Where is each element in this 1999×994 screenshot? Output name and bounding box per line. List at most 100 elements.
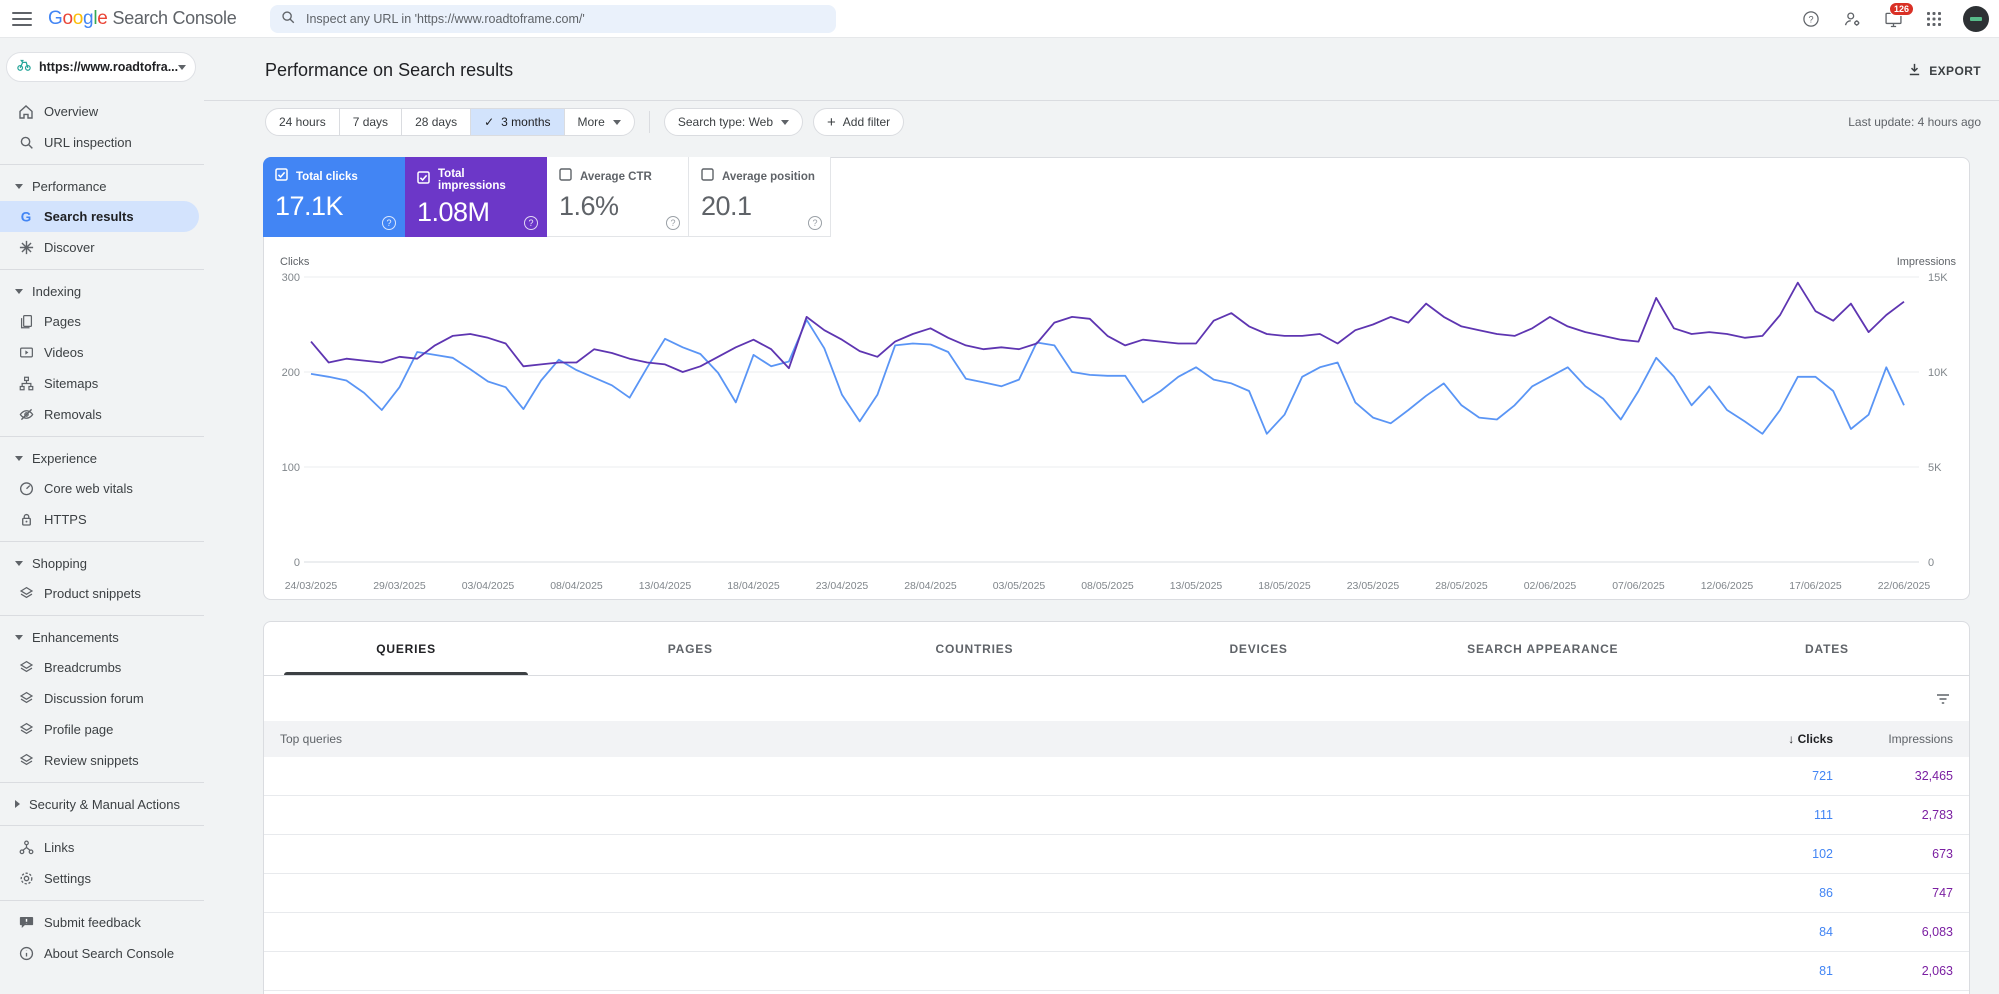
sidebar-item-links[interactable]: Links — [0, 832, 204, 863]
tab-countries[interactable]: COUNTRIES — [935, 641, 1014, 656]
svg-text:G: G — [21, 209, 32, 224]
sidebar-item-search-results[interactable]: G Search results — [0, 201, 199, 232]
sidebar-item-discover[interactable]: Discover — [0, 232, 204, 263]
export-button[interactable]: EXPORT — [1907, 62, 1981, 80]
metric-checkbox[interactable] — [417, 171, 430, 189]
sidebar-item-label: Overview — [44, 104, 99, 119]
chevron-down-icon — [15, 560, 23, 566]
sidebar-item-about-search-console[interactable]: About Search Console — [0, 938, 204, 969]
date-chip-7-days[interactable]: 7 days — [338, 108, 403, 136]
date-chip-24-hours[interactable]: 24 hours — [265, 108, 340, 136]
date-range-chips: 24 hours 7 days 28 days ✓ 3 months More — [265, 108, 635, 136]
metric-checkbox[interactable] — [701, 168, 714, 186]
sidebar-item-url-inspection[interactable]: URL inspection — [0, 127, 204, 158]
sidebar-item-sitemaps[interactable]: Sitemaps — [0, 368, 204, 399]
performance-chart[interactable]: Clicks Impressions 300 15K 200 10K 100 5K 0 0 24/0… — [264, 237, 1969, 601]
metric-tile-average-position[interactable]: Average position 20.1? — [689, 157, 831, 237]
svg-text:18/04/2025: 18/04/2025 — [727, 580, 780, 592]
sidebar: https://www.roadtofra... Overview URL ins… — [0, 38, 204, 994]
help-icon[interactable]: ? — [524, 216, 538, 230]
metric-value: 1.6% — [559, 191, 619, 221]
section-label: Security & Manual Actions — [29, 796, 181, 812]
filter-bar: 24 hours 7 days 28 days ✓ 3 months More Searc… — [265, 108, 914, 136]
tab-search-appearance[interactable]: SEARCH APPEARANCE — [1467, 641, 1619, 656]
sidebar-item-pages[interactable]: Pages — [0, 306, 204, 337]
plus-icon: + — [827, 113, 836, 131]
property-selector[interactable]: https://www.roadtofra... — [6, 52, 196, 82]
sidebar-section-experience[interactable]: Experience — [0, 443, 204, 473]
clicks-column-header[interactable]: ↓ Clicks — [1788, 732, 1833, 746]
table-row[interactable]: 111 2,783 — [264, 796, 1969, 835]
more-chip[interactable]: More — [563, 108, 635, 136]
tab-pages[interactable]: PAGES — [667, 641, 713, 656]
sidebar-item-review-snippets[interactable]: Review snippets — [0, 745, 204, 776]
sidebar-item-https[interactable]: HTTPS — [0, 504, 204, 535]
metric-checkbox[interactable] — [275, 168, 288, 186]
sidebar-item-discussion-forum[interactable]: Discussion forum — [0, 683, 204, 714]
search-input[interactable] — [304, 11, 826, 27]
chevron-down-icon — [781, 119, 790, 125]
sidebar-item-settings[interactable]: Settings — [0, 863, 204, 894]
sidebar-item-breadcrumbs[interactable]: Breadcrumbs — [0, 652, 204, 683]
last-update-text: Last update: 4 hours ago — [1848, 115, 1981, 129]
help-icon[interactable]: ? — [808, 216, 822, 230]
filter-list-icon[interactable] — [1933, 689, 1953, 709]
sidebar-item-profile-page[interactable]: Profile page — [0, 714, 204, 745]
svg-text:29/03/2025: 29/03/2025 — [373, 580, 426, 592]
help-icon[interactable]: ? — [1799, 7, 1823, 31]
sidebar-item-product-snippets[interactable]: Product snippets — [0, 578, 204, 609]
add-filter-chip[interactable]: + Add filter — [813, 108, 905, 136]
sidebar-item-removals[interactable]: Removals — [0, 399, 204, 430]
url-inspect-searchbox[interactable] — [270, 5, 836, 33]
metric-tile-total-impressions[interactable]: Total impressions 1.08M? — [405, 157, 547, 237]
tab-dates[interactable]: DATES — [1805, 641, 1849, 656]
sidebar-divider — [0, 825, 204, 826]
help-icon[interactable]: ? — [666, 216, 680, 230]
app-logo[interactable]: Google Search Console — [48, 8, 237, 30]
metric-tile-total-clicks[interactable]: Total clicks 17.1K? — [263, 157, 405, 237]
svg-text:0: 0 — [294, 557, 300, 569]
notifications-monitor-icon[interactable]: 126 — [1881, 2, 1915, 31]
table-row[interactable]: 102 673 — [264, 835, 1969, 874]
svg-text:23/04/2025: 23/04/2025 — [816, 580, 869, 592]
apps-grid-icon[interactable] — [1922, 7, 1946, 31]
hamburger-menu-icon[interactable] — [12, 11, 32, 26]
sidebar-item-submit-feedback[interactable]: Submit feedback — [0, 907, 204, 938]
tab-devices[interactable]: DEVICES — [1229, 641, 1288, 656]
sidebar-item-label: Removals — [44, 407, 102, 422]
sidebar-section-security-manual-actions[interactable]: Security & Manual Actions — [0, 789, 204, 819]
svg-text:15K: 15K — [1928, 272, 1948, 284]
table-row[interactable]: 81 2,063 — [264, 952, 1969, 991]
metric-value: 17.1K — [275, 191, 344, 221]
table-row[interactable]: 86 747 — [264, 874, 1969, 913]
date-chip-3-months[interactable]: ✓ 3 months — [470, 108, 565, 136]
impressions-cell: 747 — [1932, 886, 1953, 900]
metric-tile-average-ctr[interactable]: Average CTR 1.6%? — [547, 157, 689, 237]
sidebar-section-indexing[interactable]: Indexing — [0, 276, 204, 306]
check-icon: ✓ — [484, 115, 495, 129]
avatar[interactable] — [1963, 6, 1989, 32]
date-chip-28-days[interactable]: 28 days — [401, 108, 472, 136]
table-row[interactable]: 721 32,465 — [264, 757, 1969, 796]
chevron-down-icon — [15, 634, 23, 640]
sidebar-item-label: HTTPS — [44, 512, 87, 527]
tab-queries[interactable]: QUERIES — [264, 622, 548, 675]
manage-users-icon[interactable] — [1840, 7, 1864, 31]
sidebar-section-shopping[interactable]: Shopping — [0, 548, 204, 578]
help-icon[interactable]: ? — [382, 216, 396, 230]
sidebar-section-enhancements[interactable]: Enhancements — [0, 622, 204, 652]
clicks-cell: 102 — [1812, 847, 1833, 861]
sidebar-item-core-web-vitals[interactable]: Core web vitals — [0, 473, 204, 504]
metric-checkbox[interactable] — [559, 168, 572, 186]
header-divider — [204, 100, 1999, 101]
search-type-chip[interactable]: Search type: Web — [663, 108, 804, 136]
clicks-cell: 86 — [1819, 886, 1833, 900]
table-row[interactable]: 84 6,083 — [264, 913, 1969, 952]
sidebar-section-performance[interactable]: Performance — [0, 171, 204, 201]
impressions-column-header[interactable]: Impressions — [1888, 732, 1953, 746]
sidebar-item-overview[interactable]: Overview — [0, 96, 204, 127]
svg-text:10K: 10K — [1928, 367, 1948, 379]
svg-text:28/04/2025: 28/04/2025 — [904, 580, 957, 592]
sidebar-item-videos[interactable]: Videos — [0, 337, 204, 368]
chip-label: 24 hours — [279, 115, 326, 129]
